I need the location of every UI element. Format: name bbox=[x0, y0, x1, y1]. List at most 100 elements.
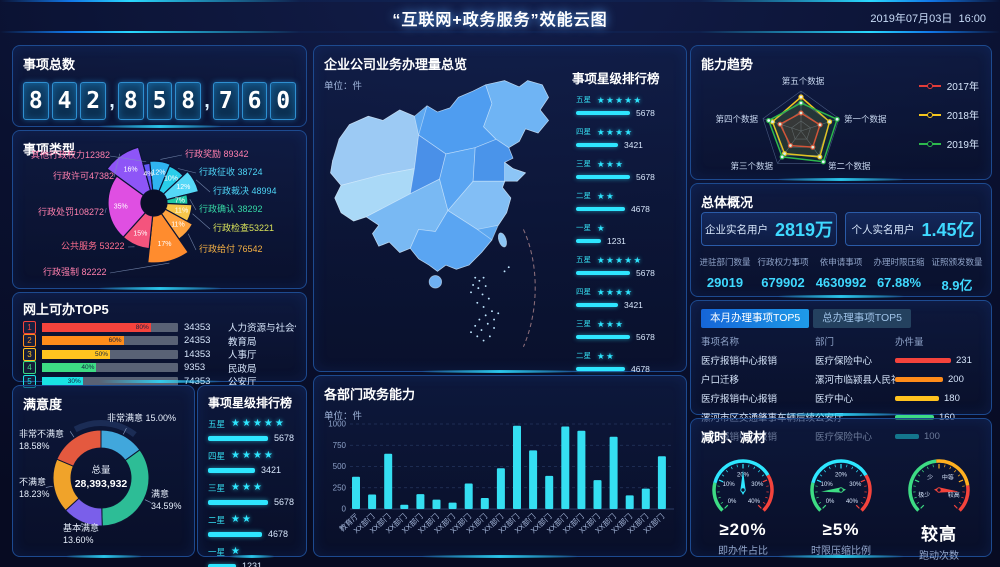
y-tick-label: 1000 bbox=[328, 420, 346, 429]
star-level-label: 五星 bbox=[576, 95, 591, 104]
stat-value: 1.45亿 bbox=[921, 220, 975, 240]
label-leader-line bbox=[104, 207, 107, 214]
map-hainan bbox=[428, 275, 443, 289]
rose-label: 行政确认 38292 bbox=[199, 204, 263, 214]
gauge-tick-label: 40% bbox=[846, 499, 859, 505]
volume-value: 180 bbox=[944, 392, 960, 404]
top5-tabs: 本月办理事项TOP5 总办理事项TOP5 bbox=[691, 301, 991, 328]
donut-label: 基本满意 13.60% bbox=[63, 523, 100, 545]
donut-label: 不满意 18.23% bbox=[19, 477, 50, 499]
counter-digit: 6 bbox=[241, 82, 268, 120]
gauge-tick bbox=[730, 466, 733, 470]
tab-total-top5[interactable]: 总办理事项TOP5 bbox=[813, 309, 911, 328]
star-value: 5678 bbox=[636, 332, 655, 342]
legend-label: 2019年 bbox=[946, 140, 979, 151]
star-value: 4678 bbox=[631, 364, 650, 374]
gauge-tick bbox=[816, 496, 819, 499]
star-level-label: 三星 bbox=[208, 483, 226, 493]
panel-title: 能力趋势 bbox=[701, 57, 754, 72]
progress-percent: 50% bbox=[94, 350, 108, 358]
panel-title: 各部门政务能力 bbox=[324, 387, 416, 402]
rose-label: 行政检查53221 bbox=[213, 223, 275, 233]
progress-percent: 60% bbox=[108, 337, 122, 344]
star-bar bbox=[576, 142, 618, 148]
gauge-tick-label: 少 bbox=[927, 474, 933, 481]
radar-series bbox=[779, 112, 821, 148]
gauge-tick bbox=[932, 464, 934, 468]
item-types-rose-chart: 12%10%12% 7% 11% 11% 17% 15% 35% 16% 4% bbox=[104, 146, 211, 274]
volume-bar bbox=[895, 414, 934, 420]
gauge-arc bbox=[860, 474, 872, 512]
star-icons: ★★ bbox=[597, 190, 616, 201]
label-leader-line bbox=[192, 213, 211, 230]
label-leader-line bbox=[160, 154, 183, 160]
radar-marker bbox=[798, 94, 804, 100]
legend-item: 2018年 bbox=[918, 107, 979, 122]
counter-digit: 8 bbox=[23, 82, 49, 120]
star-icons: ★★★ bbox=[597, 318, 625, 329]
gauge-tick bbox=[860, 501, 864, 504]
progress-fill: 60% bbox=[42, 336, 124, 345]
panel-overview: 总体概况 企业实名用户 2819万 个人实名用户 1.45亿 进驻部门数量 29… bbox=[690, 183, 992, 297]
rank-badge: 4 bbox=[23, 361, 36, 374]
star-value: 5678 bbox=[636, 108, 655, 118]
gauge-tick bbox=[920, 504, 925, 509]
gauge-value: ≥5% bbox=[822, 520, 860, 539]
tab-monthly-top5[interactable]: 本月办理事项TOP5 bbox=[701, 309, 810, 328]
gauge-caption: 时限压缩比例 bbox=[811, 546, 871, 557]
star-bar bbox=[576, 206, 625, 212]
star-rank-row: 二星 ★★ 4678 bbox=[198, 514, 306, 539]
gauge-tick bbox=[725, 470, 729, 473]
panel-item-types: 事项类型 12% 10% 12% 7% 11% 11% 17% 15% 35% 16% 4% 其他行… bbox=[12, 130, 307, 289]
star-bar bbox=[576, 238, 601, 244]
panel-title: 事项星级排行榜 bbox=[208, 396, 293, 410]
rank-badge: 3 bbox=[23, 347, 36, 361]
star-value: 5678 bbox=[274, 433, 295, 443]
gauge-tick-label: 0% bbox=[826, 499, 835, 505]
gauge-tick bbox=[957, 474, 961, 477]
radar-marker bbox=[834, 116, 840, 122]
cell-item-name: 户口迁移 bbox=[701, 375, 740, 386]
star-rank-row: 三星 ★★★ 5678 bbox=[572, 318, 680, 342]
china-map bbox=[330, 80, 549, 348]
gauge-tick bbox=[851, 466, 854, 470]
label-leader-line bbox=[69, 431, 75, 438]
legend-label: 2017年 bbox=[946, 82, 979, 93]
bar bbox=[352, 476, 360, 509]
gauge-value: 较高 bbox=[921, 525, 957, 544]
unit-label: 单位：件 bbox=[324, 411, 363, 422]
gauge-arc bbox=[936, 459, 970, 486]
gauge-arc bbox=[712, 482, 724, 512]
star-rank-row: 五星 ★★★★★ 5678 bbox=[572, 254, 680, 278]
legend-marker bbox=[918, 140, 941, 147]
star-icons: ★★★ bbox=[231, 482, 264, 493]
star-value: 3421 bbox=[624, 140, 643, 150]
star-bar bbox=[576, 302, 618, 308]
label-leader-line bbox=[187, 233, 197, 251]
row-value: 14353 bbox=[184, 348, 211, 360]
cell-volume: 200 bbox=[895, 374, 981, 385]
progress-percent: 80% bbox=[135, 323, 149, 331]
radar-axis-label: 第三个数据 bbox=[730, 161, 773, 171]
star-icons: ★★★ bbox=[597, 158, 625, 169]
counter-digit: 5 bbox=[146, 82, 173, 120]
star-bar bbox=[208, 531, 262, 537]
stat-application-items: 依申请事项 4630992 bbox=[815, 257, 867, 290]
star-bar bbox=[208, 563, 236, 567]
rose-label: 公共服务 53222 bbox=[61, 241, 125, 251]
gauge-arc bbox=[958, 485, 970, 512]
label-leader-line bbox=[78, 522, 83, 530]
star-rank-row: 二星 ★★ 4678 bbox=[572, 350, 680, 374]
slice-percent: 4% bbox=[143, 171, 153, 178]
gauge-hub bbox=[838, 487, 844, 493]
stat-certificates-issued: 证照颁发数量 8.9亿 bbox=[931, 257, 983, 293]
star-icons: ★★★★ bbox=[231, 450, 275, 461]
map-island-dots bbox=[470, 266, 510, 342]
gauge-tick-label: 30% bbox=[751, 482, 764, 488]
gauge-caption: 跑动次数 bbox=[919, 551, 959, 562]
online-top5-row: 4 40% 9353 民政局 bbox=[13, 361, 306, 375]
gauge-tick bbox=[860, 479, 866, 483]
panel-title: 减时、减材 bbox=[701, 430, 767, 445]
